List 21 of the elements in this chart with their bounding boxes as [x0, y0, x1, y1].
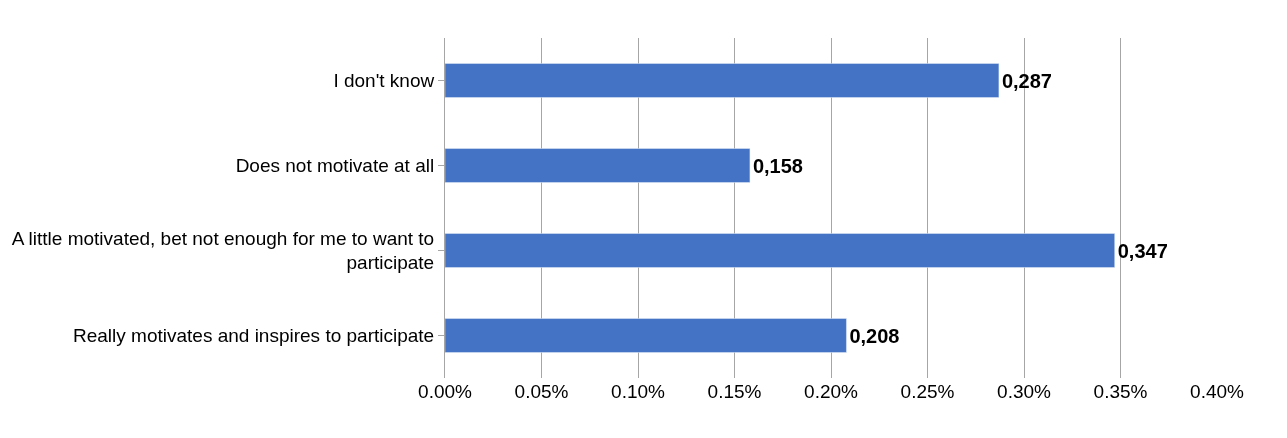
data-label: 0,208	[849, 324, 900, 347]
y-tick-label: Does not motivate at all	[235, 155, 435, 177]
x-tick-label: 0.05%	[514, 381, 569, 402]
data-label: 0,158	[752, 154, 803, 177]
x-tick-label: 0.15%	[707, 381, 762, 402]
y-tick-label: A little motivated, bet not enough for me to want to participate	[11, 227, 435, 274]
y-tick-label: I don't know	[333, 70, 435, 92]
x-tick-label: 0.20%	[804, 381, 859, 402]
data-label: 0,347	[1117, 239, 1168, 262]
x-tick-label: 0.40%	[1190, 381, 1245, 402]
bar	[445, 233, 1115, 268]
bar	[445, 63, 1000, 98]
x-tick-label: 0.35%	[1093, 381, 1148, 402]
bar	[445, 148, 751, 183]
bar	[445, 318, 847, 353]
x-tick-label: 0.00%	[418, 381, 473, 402]
x-tick-label: 0.30%	[997, 381, 1052, 402]
x-tick-label: 0.10%	[611, 381, 666, 402]
y-tick-label: Really motivates and inspires to participate	[73, 325, 435, 347]
data-label: 0,287	[1001, 69, 1052, 92]
x-tick-label: 0.25%	[900, 381, 955, 402]
